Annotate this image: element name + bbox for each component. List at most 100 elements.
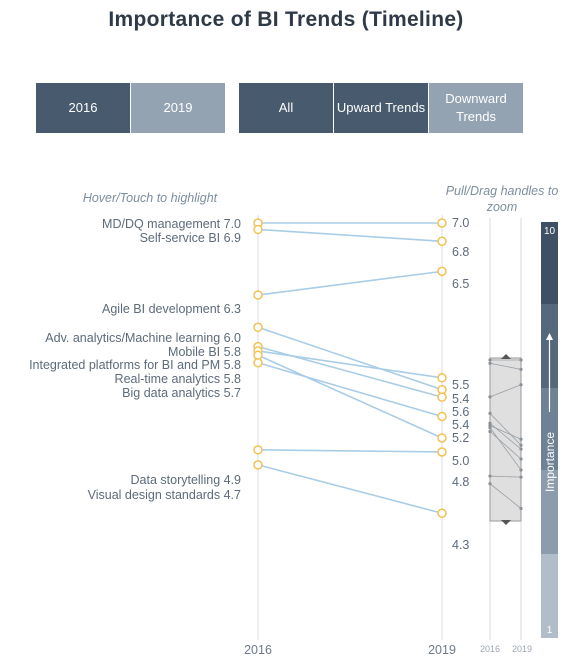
mini-point-2016 xyxy=(488,426,492,430)
point-2016[interactable] xyxy=(253,322,263,333)
mini-series-line xyxy=(489,427,522,471)
series-line[interactable] xyxy=(257,350,443,379)
value-label-2019: 5.6 xyxy=(452,405,469,419)
series-line[interactable] xyxy=(257,464,443,515)
zoom-navigator[interactable]: 2016 2019 xyxy=(480,218,532,654)
zoom-handle-bottom[interactable] xyxy=(501,520,511,525)
value-label-2019: 5.5 xyxy=(452,378,469,392)
series-line[interactable] xyxy=(257,326,443,391)
value-label-2019: 7.0 xyxy=(452,216,469,230)
mini-point-2016 xyxy=(488,395,492,399)
mini-series-line xyxy=(489,483,522,509)
series-label-2016: Mobile BI 5.8 xyxy=(168,345,241,359)
importance-scale: 10 1 Importance xyxy=(541,222,558,638)
slope-labels: MD/DQ management 7.0 7.0 Self-service BI 6… xyxy=(29,216,469,552)
mini-point-2019 xyxy=(519,383,523,387)
x-tick-2019: 2019 xyxy=(428,643,456,657)
series-label-2016: Visual design standards 4.7 xyxy=(88,488,241,502)
mini-point-2016 xyxy=(488,358,492,362)
chart-title: Importance of BI Trends (Timeline) xyxy=(108,8,464,31)
point-2016[interactable] xyxy=(253,290,263,300)
mini-point-2016 xyxy=(488,361,492,365)
scale-band-4 xyxy=(541,470,558,554)
point-2019[interactable] xyxy=(437,447,447,457)
series-label-2016: Adv. analytics/Machine learning 6.0 xyxy=(45,331,241,345)
value-label-2019: 4.8 xyxy=(452,475,469,489)
arrow-up-icon xyxy=(546,333,553,340)
downward-trends-button[interactable]: Downward Trends xyxy=(429,83,523,133)
mini-series-line xyxy=(489,413,522,446)
point-2019[interactable] xyxy=(437,373,447,383)
scale-band-3 xyxy=(541,388,558,470)
value-label-2019-extra: 5.4 xyxy=(452,418,469,432)
point-2016[interactable] xyxy=(253,224,263,235)
slope-lines xyxy=(257,222,443,515)
point-2019[interactable] xyxy=(437,433,447,443)
mini-point-2016 xyxy=(488,429,492,434)
mini-point-2019 xyxy=(519,358,523,362)
series-label-2016: Big data analytics 5.7 xyxy=(122,386,241,400)
point-2016[interactable] xyxy=(253,358,263,368)
scale-band-1 xyxy=(541,222,558,304)
mini-series-line xyxy=(489,384,522,398)
point-2016[interactable] xyxy=(253,445,263,455)
scale-band-5 xyxy=(541,554,558,638)
x-tick-2016: 2016 xyxy=(244,643,272,657)
mini-point-2019 xyxy=(519,443,523,447)
mini-point-2019 xyxy=(519,437,523,441)
series-label-2016: Real-time analytics 5.8 xyxy=(115,372,241,386)
series-line[interactable] xyxy=(257,361,443,418)
point-2019[interactable] xyxy=(437,266,447,277)
series-line[interactable] xyxy=(257,449,443,453)
point-2019[interactable] xyxy=(437,392,447,402)
mini-point-2016 xyxy=(488,411,492,415)
zoom-handle-top[interactable] xyxy=(501,354,511,359)
mini-point-2016 xyxy=(488,474,492,478)
series-line[interactable] xyxy=(257,354,443,439)
series-line[interactable] xyxy=(257,270,443,296)
series-label-2016: Self-service BI 6.9 xyxy=(140,231,241,245)
point-2019[interactable] xyxy=(437,236,447,247)
value-label-2019: 5.0 xyxy=(452,454,469,468)
mini-point-2019 xyxy=(519,367,523,371)
mini-point-2016 xyxy=(488,482,492,486)
mini-lines xyxy=(488,358,523,511)
year-2019-button[interactable]: 2019 xyxy=(131,83,225,133)
mini-tick-2016: 2016 xyxy=(480,644,500,654)
mini-series-line xyxy=(489,425,522,440)
slope-markers xyxy=(253,218,447,518)
scale-title: Importance xyxy=(543,432,557,492)
mini-series-line xyxy=(489,431,522,460)
year-toggle-group: 2016 2019 xyxy=(36,83,225,133)
zoom-hint: Pull/Drag handles to zoom xyxy=(445,184,559,214)
mini-point-2019 xyxy=(519,475,523,479)
year-2016-button[interactable]: 2016 xyxy=(36,83,130,133)
point-2019[interactable] xyxy=(437,508,447,518)
point-2016[interactable] xyxy=(253,460,263,470)
mini-point-2019 xyxy=(519,457,523,461)
mini-point-2019 xyxy=(519,447,523,451)
value-label-2019: 4.3 xyxy=(452,538,469,552)
series-label-2016: Integrated platforms for BI and PM 5.8 xyxy=(29,358,241,372)
upward-trends-button[interactable]: Upward Trends xyxy=(334,83,428,133)
mini-point-2016 xyxy=(488,423,492,428)
point-2019[interactable] xyxy=(437,218,447,228)
series-label-2016: MD/DQ management 7.0 xyxy=(102,217,241,231)
mini-series-line xyxy=(489,475,522,478)
all-trends-button[interactable]: All xyxy=(239,83,333,133)
mini-point-2019 xyxy=(519,468,523,472)
trend-filter-group: All Upward Trends Downward Trends xyxy=(239,83,523,133)
mini-series-line xyxy=(489,362,522,370)
mini-tick-2019: 2019 xyxy=(512,644,532,654)
highlight-hint: Hover/Touch to highlight xyxy=(82,191,218,205)
scale-bottom-label: 1 xyxy=(547,625,553,636)
value-label-2019: 5.4 xyxy=(452,392,469,406)
mini-point-2019 xyxy=(519,506,523,511)
value-label-2019: 6.5 xyxy=(452,277,469,291)
series-line[interactable] xyxy=(257,228,443,243)
series-label-2016: Data storytelling 4.9 xyxy=(131,473,242,487)
value-label-2019: 5.2 xyxy=(452,431,469,445)
point-2019[interactable] xyxy=(437,411,447,422)
scale-top-label: 10 xyxy=(544,226,556,237)
